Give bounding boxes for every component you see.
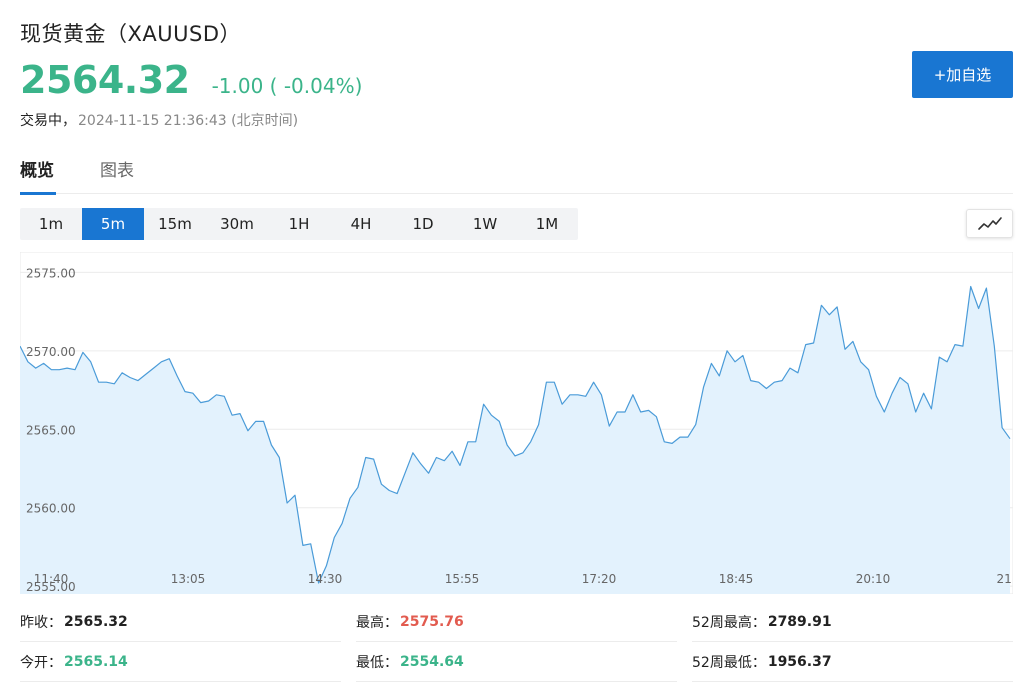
stat-value: 2565.14 <box>64 653 128 670</box>
quote-timestamp: 2024-11-15 21:36:43 (北京时间) <box>78 113 299 129</box>
stat-label: 52周最低： <box>692 654 766 671</box>
x-tick-label: 17:20 <box>582 572 617 586</box>
interval-1mo[interactable]: 1M <box>535 215 559 233</box>
tab-bar: 概览 图表 <box>20 156 1013 195</box>
stat-open: 今开： 2565.14 <box>20 642 341 682</box>
tab-overview[interactable]: 概览 <box>20 156 56 195</box>
stat-label: 昨收： <box>20 614 62 631</box>
chart-type-toggle[interactable] <box>966 209 1013 238</box>
stats-row: 昨收： 2565.32 最高： 2575.76 52周最高： 2789.91 <box>20 602 1013 642</box>
x-tick-label: 11:40 <box>34 572 69 586</box>
trading-status: 交易中， 2024-11-15 21:36:43 (北京时间) <box>20 110 298 130</box>
stat-52w-high: 52周最高： 2789.91 <box>692 602 1013 642</box>
interval-30m[interactable]: 30m <box>220 215 254 233</box>
y-tick-label: 2575.00 <box>26 266 76 280</box>
stat-label: 今开： <box>20 654 62 671</box>
stat-value: 1956.37 <box>767 653 832 670</box>
y-tick-label: 2565.00 <box>26 423 76 437</box>
interval-5m[interactable]: 5m <box>82 208 144 240</box>
interval-1d[interactable]: 1D <box>412 215 434 233</box>
price-chart: 2575.00 2570.00 2565.00 2560.00 2555.00 11:40… <box>20 252 1013 594</box>
y-tick-label: 2555.00 <box>26 580 76 594</box>
price-change: -1.00 ( -0.04%) <box>211 74 363 98</box>
stat-label: 最低： <box>356 654 398 671</box>
series-area <box>20 286 1010 594</box>
x-tick-label: 13:05 <box>171 572 206 586</box>
line-chart-icon <box>977 216 1002 230</box>
x-tick-label: 15:55 <box>445 572 480 586</box>
stats-row: 今开： 2565.14 最低： 2554.64 52周最低： 1956.37 <box>20 642 1013 682</box>
price-row: 2564.32 -1.00 ( -0.04%) <box>20 58 362 102</box>
interval-1m[interactable]: 1m <box>38 215 64 233</box>
x-tick-label: 14:30 <box>308 572 343 586</box>
stat-value: 2554.64 <box>400 653 464 670</box>
stat-high: 最高： 2575.76 <box>356 602 677 642</box>
stat-prev-close: 昨收： 2565.32 <box>20 602 341 642</box>
interval-4h[interactable]: 4H <box>350 215 372 233</box>
add-to-watchlist-button[interactable]: +加自选 <box>912 51 1013 98</box>
stat-label: 最高： <box>356 614 398 631</box>
stat-value: 2565.32 <box>64 613 128 630</box>
price-chart-svg: 2575.00 2570.00 2565.00 2560.00 2555.0011:40… <box>20 252 1013 594</box>
interval-selector: 1m 5m 15m 30m 1H 4H 1D 1W 1M <box>20 208 578 240</box>
stat-value: 2575.76 <box>400 613 464 630</box>
interval-1w[interactable]: 1W <box>472 215 498 233</box>
stat-52w-low: 52周最低： 1956.37 <box>692 642 1013 682</box>
tab-chart[interactable]: 图表 <box>100 161 134 181</box>
y-tick-label: 2570.00 <box>26 345 76 359</box>
y-tick-label: 2560.00 <box>26 502 76 516</box>
current-price: 2564.32 <box>20 58 190 102</box>
stat-label: 52周最高： <box>692 614 766 631</box>
interval-15m[interactable]: 15m <box>158 215 192 233</box>
stat-value: 2789.91 <box>767 613 832 630</box>
stat-low: 最低： 2554.64 <box>356 642 677 682</box>
x-tick-label: 18:45 <box>719 572 754 586</box>
x-tick-label: 20:10 <box>856 572 891 586</box>
interval-1h[interactable]: 1H <box>288 215 310 233</box>
x-tick-label: 21:3 <box>997 572 1013 586</box>
series-line <box>20 285 1011 584</box>
page-title: 现货黄金（XAUUSD） <box>20 22 241 46</box>
stats-table: 昨收： 2565.32 最高： 2575.76 52周最高： 2789.91 今… <box>20 602 1013 682</box>
trading-status-label: 交易中， <box>20 113 76 129</box>
